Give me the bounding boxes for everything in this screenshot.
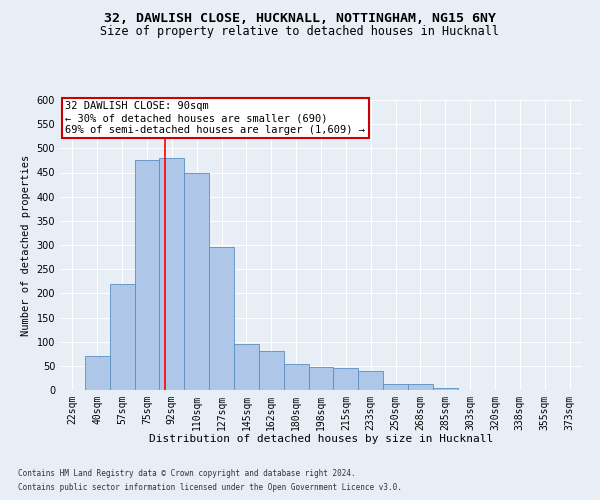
- Bar: [85, 356, 110, 390]
- Bar: [284, 364, 308, 390]
- Y-axis label: Number of detached properties: Number of detached properties: [21, 154, 31, 336]
- Bar: [334, 368, 358, 390]
- Text: 32 DAWLISH CLOSE: 90sqm
← 30% of detached houses are smaller (690)
69% of semi-d: 32 DAWLISH CLOSE: 90sqm ← 30% of detache…: [65, 102, 365, 134]
- Bar: [433, 388, 458, 390]
- Text: Size of property relative to detached houses in Hucknall: Size of property relative to detached ho…: [101, 25, 499, 38]
- Bar: [234, 344, 259, 390]
- Bar: [308, 368, 334, 390]
- Bar: [358, 370, 383, 390]
- Text: Contains public sector information licensed under the Open Government Licence v3: Contains public sector information licen…: [18, 484, 402, 492]
- Bar: [160, 158, 184, 390]
- Bar: [383, 384, 408, 390]
- Bar: [134, 160, 160, 390]
- Bar: [209, 248, 234, 390]
- Bar: [259, 352, 284, 390]
- X-axis label: Distribution of detached houses by size in Hucknall: Distribution of detached houses by size …: [149, 434, 493, 444]
- Text: 32, DAWLISH CLOSE, HUCKNALL, NOTTINGHAM, NG15 6NY: 32, DAWLISH CLOSE, HUCKNALL, NOTTINGHAM,…: [104, 12, 496, 26]
- Bar: [110, 284, 134, 390]
- Text: Contains HM Land Registry data © Crown copyright and database right 2024.: Contains HM Land Registry data © Crown c…: [18, 468, 356, 477]
- Bar: [184, 172, 209, 390]
- Bar: [408, 384, 433, 390]
